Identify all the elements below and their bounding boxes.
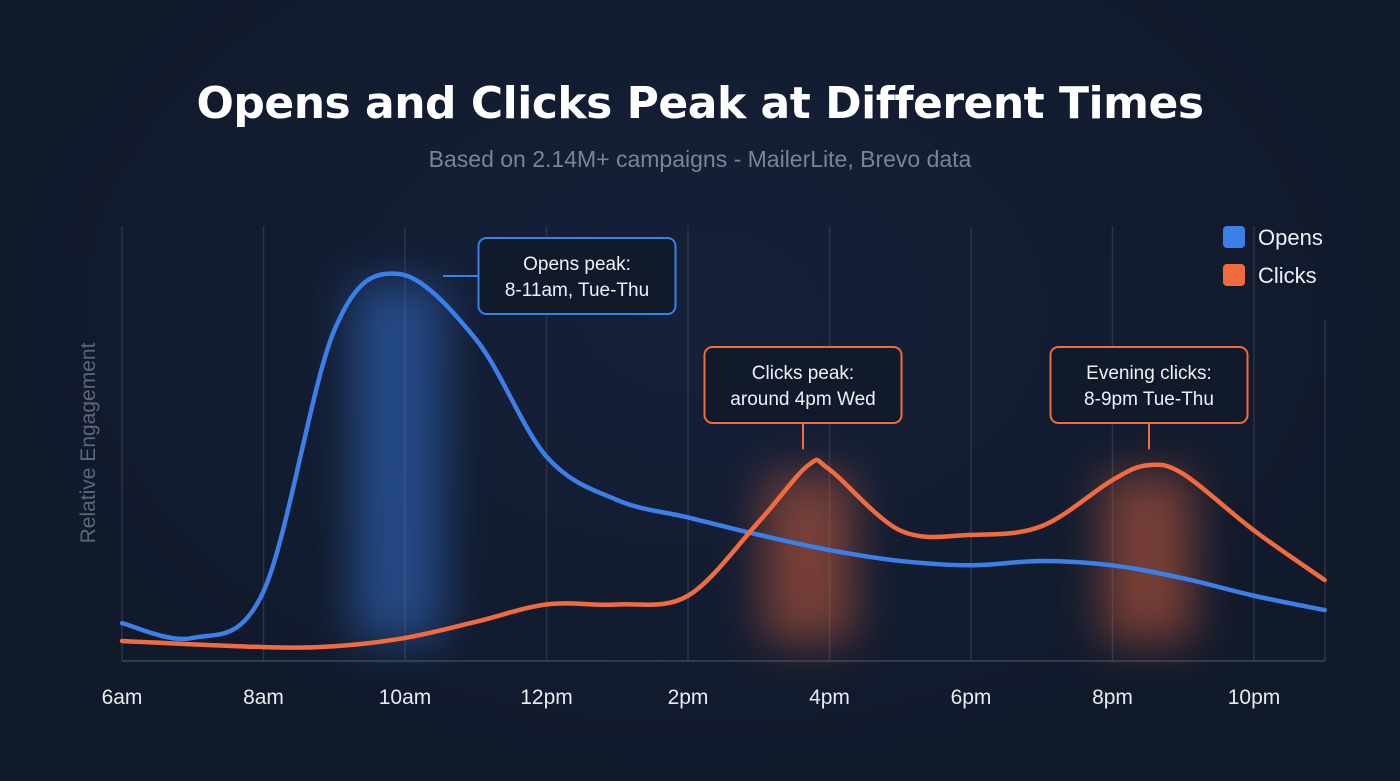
callout-text: Evening clicks: bbox=[1086, 363, 1212, 384]
peak-glow bbox=[352, 283, 443, 641]
callout-box bbox=[477, 237, 677, 315]
annotation-callout: Evening clicks: 8-9pm Tue-Thu bbox=[1049, 346, 1249, 450]
callout-text: 8-11am, Tue-Thu bbox=[505, 280, 649, 301]
series-line-clicks bbox=[119, 457, 1327, 650]
callout-box bbox=[1049, 346, 1249, 424]
x-tick-label: 4pm bbox=[809, 686, 850, 709]
x-tick-label: 6am bbox=[102, 686, 143, 709]
x-tick-label: 6pm bbox=[951, 686, 992, 709]
x-tick-label: 8am bbox=[243, 686, 284, 709]
legend-swatch-clicks bbox=[1223, 264, 1245, 286]
callout-text: Clicks peak: bbox=[752, 363, 854, 384]
legend-swatch-opens bbox=[1223, 226, 1245, 248]
x-tick-label: 10pm bbox=[1228, 686, 1281, 709]
legend-label-opens: Opens bbox=[1258, 225, 1323, 250]
x-tick-label: 12pm bbox=[520, 686, 573, 709]
y-axis-label: Relative Engagement bbox=[77, 342, 100, 543]
annotation-callout: Clicks peak: around 4pm Wed bbox=[703, 346, 903, 450]
callout-text: around 4pm Wed bbox=[730, 389, 875, 410]
x-tick-label: 2pm bbox=[668, 686, 709, 709]
callout-text: 8-9pm Tue-Thu bbox=[1084, 389, 1214, 410]
legend-label-clicks: Clicks bbox=[1258, 263, 1317, 288]
x-tick-label: 10am bbox=[379, 686, 432, 709]
peak-glow bbox=[1102, 475, 1193, 641]
series-line-opens bbox=[119, 271, 1327, 642]
legend: Opens Clicks bbox=[1223, 225, 1323, 288]
x-tick-label: 8pm bbox=[1092, 686, 1133, 709]
chart-subtitle: Based on 2.14M+ campaigns - MailerLite, … bbox=[428, 146, 972, 172]
peak-glow bbox=[763, 475, 854, 641]
annotation-callout: Opens peak: 8-11am, Tue-Thu bbox=[443, 237, 677, 315]
callout-box bbox=[703, 346, 903, 424]
callout-text: Opens peak: bbox=[523, 254, 631, 275]
chart-title: Opens and Clicks Peak at Different Times bbox=[196, 78, 1204, 129]
